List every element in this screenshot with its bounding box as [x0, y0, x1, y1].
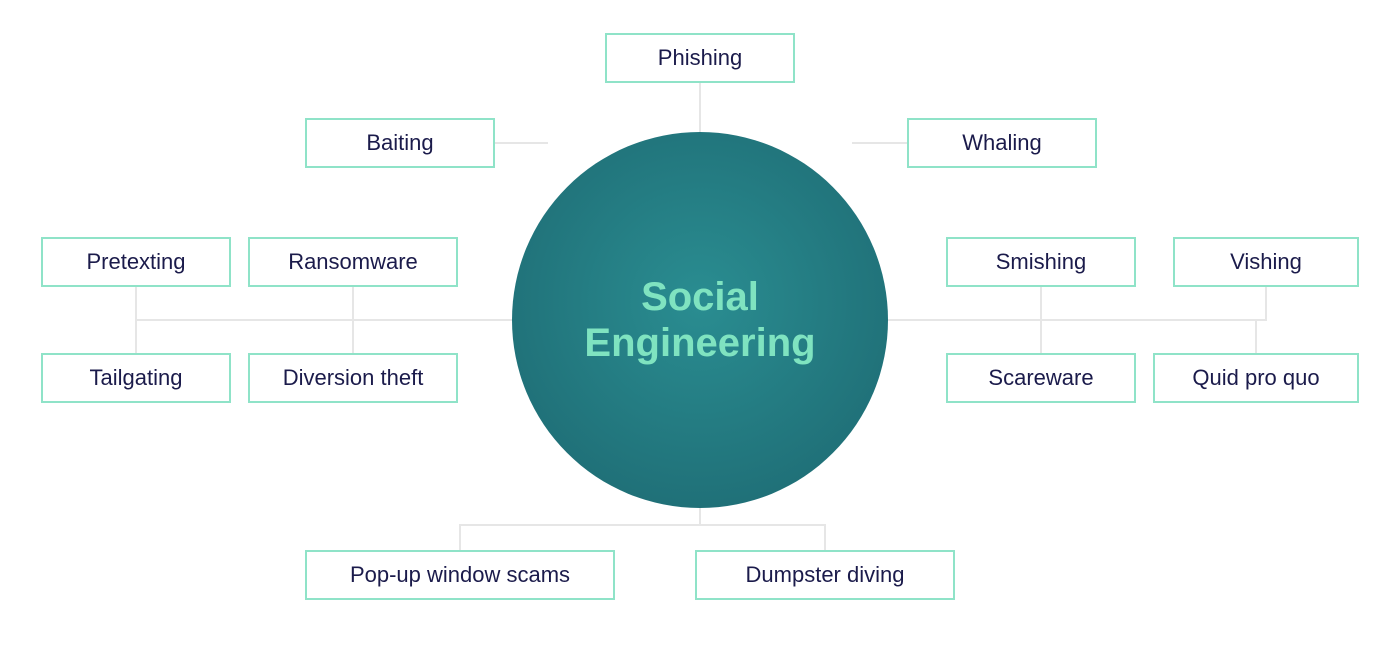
- node-label: Phishing: [658, 45, 742, 71]
- node-ransomware: Ransomware: [248, 237, 458, 287]
- connector-line: [700, 525, 825, 550]
- node-vishing: Vishing: [1173, 237, 1359, 287]
- node-quid-pro-quo: Quid pro quo: [1153, 353, 1359, 403]
- node-label: Dumpster diving: [746, 562, 905, 588]
- node-scareware: Scareware: [946, 353, 1136, 403]
- node-label: Ransomware: [288, 249, 418, 275]
- node-tailgating: Tailgating: [41, 353, 231, 403]
- node-label: Pop-up window scams: [350, 562, 570, 588]
- connector-line: [460, 508, 700, 550]
- diagram-stage: Social Engineering Phishing Baiting Whal…: [0, 0, 1400, 669]
- node-whaling: Whaling: [907, 118, 1097, 168]
- node-baiting: Baiting: [305, 118, 495, 168]
- center-node: Social Engineering: [512, 132, 888, 508]
- node-pretexting: Pretexting: [41, 237, 231, 287]
- node-label: Quid pro quo: [1192, 365, 1319, 391]
- node-label: Tailgating: [90, 365, 183, 391]
- node-popup-scams: Pop-up window scams: [305, 550, 615, 600]
- node-label: Pretexting: [86, 249, 185, 275]
- node-label: Scareware: [988, 365, 1093, 391]
- node-label: Baiting: [366, 130, 433, 156]
- node-label: Vishing: [1230, 249, 1302, 275]
- center-label: Social Engineering: [584, 274, 815, 366]
- node-smishing: Smishing: [946, 237, 1136, 287]
- node-diversion-theft: Diversion theft: [248, 353, 458, 403]
- node-label: Whaling: [962, 130, 1041, 156]
- connector-line: [136, 287, 512, 320]
- connector-line: [888, 287, 1266, 320]
- node-label: Smishing: [996, 249, 1086, 275]
- node-phishing: Phishing: [605, 33, 795, 83]
- node-dumpster-diving: Dumpster diving: [695, 550, 955, 600]
- node-label: Diversion theft: [283, 365, 424, 391]
